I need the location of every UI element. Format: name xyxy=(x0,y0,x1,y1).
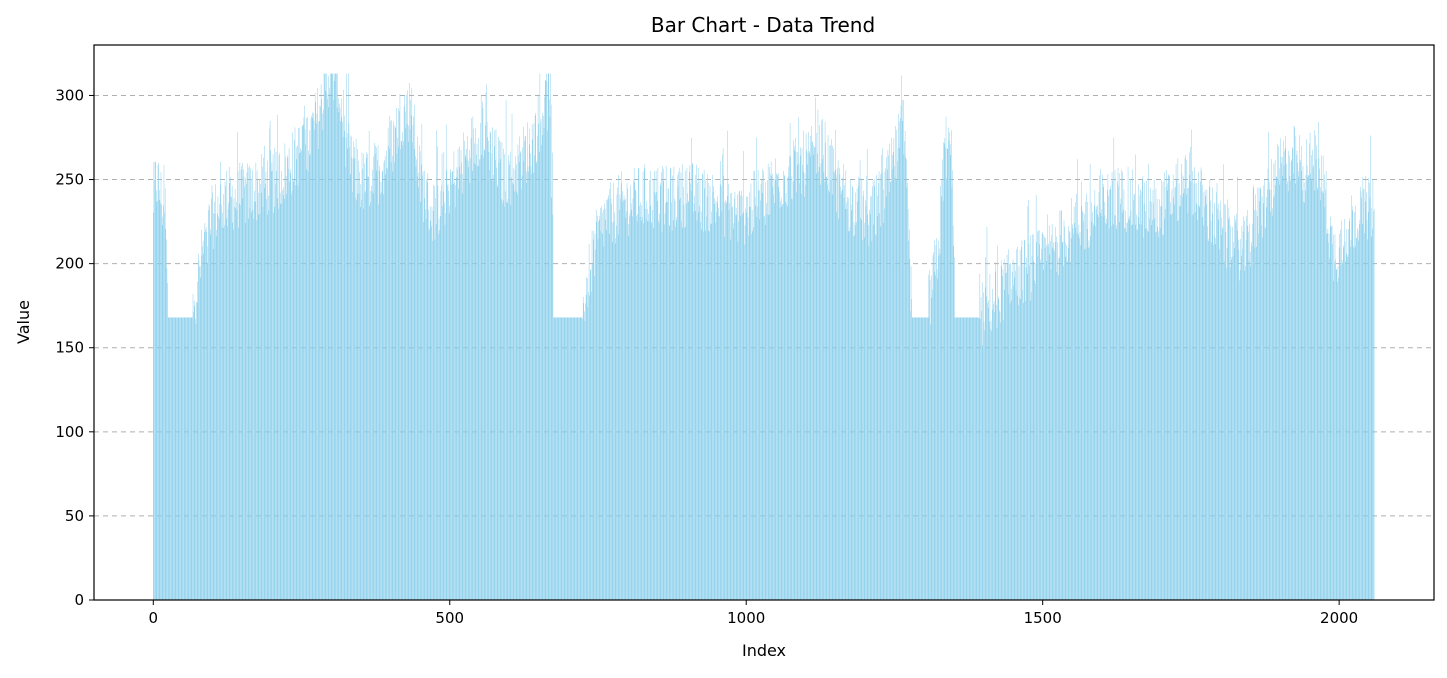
y-tick-label: 300 xyxy=(55,86,84,104)
bars xyxy=(153,74,1374,600)
y-tick-label: 150 xyxy=(55,339,84,357)
y-tick-label: 100 xyxy=(55,423,84,441)
y-tick-label: 50 xyxy=(65,507,84,525)
x-tick-label: 500 xyxy=(435,609,464,627)
y-tick-label: 250 xyxy=(55,171,84,189)
y-axis-label: Value xyxy=(14,300,33,344)
x-axis-label: Index xyxy=(742,641,786,660)
y-tick-label: 0 xyxy=(74,591,84,609)
x-tick-label: 0 xyxy=(149,609,159,627)
chart-title: Bar Chart - Data Trend xyxy=(651,13,875,37)
x-tick-label: 1000 xyxy=(727,609,765,627)
x-tick-label: 1500 xyxy=(1024,609,1062,627)
x-tick-label: 2000 xyxy=(1320,609,1358,627)
x-axis-ticks: 0 500 1000 1500 2000 xyxy=(149,600,1359,627)
y-tick-label: 200 xyxy=(55,255,84,273)
y-axis-ticks: 0 50 100 150 200 250 300 xyxy=(55,86,94,609)
